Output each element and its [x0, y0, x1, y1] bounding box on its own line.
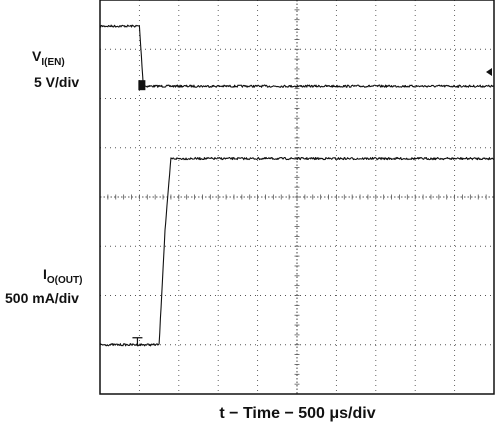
- channel-2-marker: [132, 337, 143, 346]
- channel-2-label-prefix: I: [43, 266, 47, 282]
- channel-2-label-subscript: O(OUT): [46, 275, 83, 286]
- series-trace-2: [99, 156, 495, 347]
- channel-2-scale: 500 mA/div: [5, 290, 79, 306]
- channel-1-label: VI(EN): [32, 48, 65, 71]
- channel-1-scale: 5 V/div: [34, 74, 80, 90]
- x-axis-label-text: t − Time − 500 μs/div: [219, 405, 376, 422]
- channel-1-marker: [138, 80, 146, 91]
- series-trace-1: [99, 24, 495, 88]
- markers: [132, 80, 146, 346]
- grid: [99, 0, 495, 395]
- channel-1-label-subscript: I(EN): [41, 57, 65, 68]
- x-axis-label: t − Time − 500 μs/div: [0, 405, 495, 423]
- trigger-level-arrow-icon: [486, 68, 492, 76]
- plot-frame: [99, 0, 495, 395]
- channel-2-label: IO(OUT): [43, 266, 82, 289]
- channel-1-label-prefix: V: [32, 48, 42, 64]
- traces: [99, 24, 495, 347]
